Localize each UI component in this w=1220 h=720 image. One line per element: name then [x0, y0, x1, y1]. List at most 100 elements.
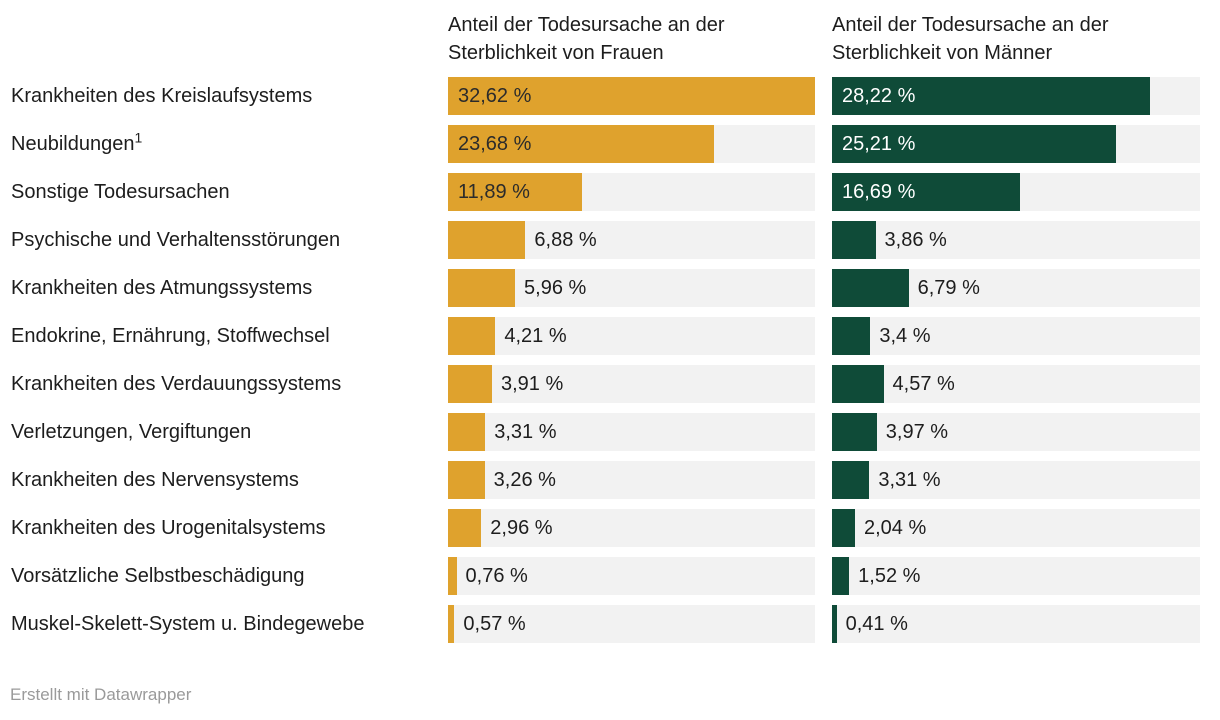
maenner-bar[interactable] — [832, 413, 877, 451]
frauen-bar[interactable] — [448, 77, 815, 115]
frauen-bar[interactable] — [448, 221, 526, 259]
frauen-bar[interactable] — [448, 317, 496, 355]
frauen-column-header: Anteil der Todesursache an der Sterblich… — [448, 14, 725, 64]
frauen-bar[interactable] — [448, 173, 582, 211]
frauen-bar-track: 2,96 % — [448, 509, 815, 547]
frauen-value-label: 32,62 % — [458, 85, 532, 107]
datawrapper-attribution-link[interactable]: Erstellt mit Datawrapper — [10, 685, 192, 704]
category-label-text: Muskel-Skelett-System u. Bindegewebe — [11, 613, 365, 635]
rows: Krankheiten des Kreislaufsystems 32,62 %… — [0, 77, 1200, 653]
maenner-bar[interactable] — [832, 77, 1151, 115]
chart-row: Krankheiten des Atmungssystems 5,96 % 6,… — [0, 269, 1200, 317]
category-label: Verletzungen, Vergiftungen — [0, 413, 448, 461]
frauen-bar-track: 5,96 % — [448, 269, 815, 307]
category-label-text: Neubildungen — [11, 133, 135, 155]
category-label: Endokrine, Ernährung, Stoffwechsel — [0, 317, 448, 365]
maenner-bar-track: 2,04 % — [832, 509, 1200, 547]
category-label: Krankheiten des Nervensystems — [0, 461, 448, 509]
category-footnote-marker: 1 — [134, 129, 143, 146]
category-label: Krankheiten des Atmungssystems — [0, 269, 448, 317]
chart-row: Verletzungen, Vergiftungen 3,31 % 3,97 % — [0, 413, 1200, 461]
maenner-value-label: 3,31 % — [878, 469, 941, 491]
category-label: Sonstige Todesursachen — [0, 173, 448, 221]
frauen-bar-track: 6,88 % — [448, 221, 815, 259]
chart-row: Krankheiten des Kreislaufsystems 32,62 %… — [0, 77, 1200, 125]
frauen-bar-track: 32,62 % — [448, 77, 815, 115]
maenner-bar[interactable] — [832, 365, 884, 403]
chart-row: Krankheiten des Urogenitalsystems 2,96 %… — [0, 509, 1200, 557]
frauen-value-label: 3,26 % — [493, 469, 556, 491]
frauen-bar-track: 4,21 % — [448, 317, 815, 355]
chart-row: Muskel-Skelett-System u. Bindegewebe 0,5… — [0, 605, 1200, 653]
frauen-bar[interactable] — [448, 125, 715, 163]
maenner-bar[interactable] — [832, 173, 1021, 211]
frauen-value-label: 23,68 % — [458, 133, 532, 155]
category-label-text: Krankheiten des Verdauungssystems — [11, 373, 342, 395]
frauen-value-label: 5,96 % — [524, 277, 587, 299]
chart-row: Endokrine, Ernährung, Stoffwechsel 4,21 … — [0, 317, 1200, 365]
category-label: Krankheiten des Urogenitalsystems — [0, 509, 448, 557]
maenner-value-label: 2,04 % — [864, 517, 927, 539]
maenner-bar-track: 28,22 % — [832, 77, 1200, 115]
frauen-bar-track: 3,91 % — [448, 365, 815, 403]
category-label-text: Krankheiten des Atmungssystems — [11, 277, 313, 299]
frauen-bar[interactable] — [448, 605, 455, 643]
maenner-value-label: 28,22 % — [842, 85, 916, 107]
maenner-value-label: 4,57 % — [892, 373, 955, 395]
maenner-value-label: 16,69 % — [842, 181, 916, 203]
maenner-value-label: 3,4 % — [879, 325, 931, 347]
frauen-bar[interactable] — [448, 413, 486, 451]
maenner-bar[interactable] — [832, 269, 909, 307]
frauen-value-label: 2,96 % — [490, 517, 553, 539]
frauen-bar[interactable] — [448, 269, 516, 307]
frauen-value-label: 3,91 % — [500, 373, 564, 395]
frauen-bar[interactable] — [448, 509, 482, 547]
maenner-value-label: 1,52 % — [858, 565, 921, 587]
frauen-value-label: 0,76 % — [465, 565, 528, 587]
category-label: Krankheiten des Kreislaufsystems — [0, 77, 448, 125]
chart-row: Vorsätzliche Selbstbeschädigung 0,76 % 1… — [0, 557, 1200, 605]
maenner-bar[interactable] — [832, 557, 850, 595]
category-label: Muskel-Skelett-System u. Bindegewebe — [0, 605, 448, 653]
maenner-column-header: Anteil der Todesursache an der Sterblich… — [832, 14, 1109, 64]
maenner-value-label: 25,21 % — [842, 133, 916, 155]
frauen-bar[interactable] — [448, 557, 457, 595]
maenner-bar-track: 3,86 % — [832, 221, 1200, 259]
category-label-text: Endokrine, Ernährung, Stoffwechsel — [11, 325, 330, 347]
maenner-bar[interactable] — [832, 221, 876, 259]
maenner-value-label: 0,41 % — [845, 613, 908, 635]
frauen-value-label: 11,89 % — [458, 181, 530, 203]
chart-row: Krankheiten des Nervensystems 3,26 % 3,3… — [0, 461, 1200, 509]
category-label: Neubildungen1 — [0, 125, 448, 173]
maenner-bar[interactable] — [832, 461, 870, 499]
maenner-value-label: 3,86 % — [884, 229, 947, 251]
maenner-bar[interactable] — [832, 509, 855, 547]
frauen-bar-track: 0,57 % — [448, 605, 815, 643]
category-label-text: Psychische und Verhaltensstörungen — [11, 229, 341, 251]
category-label-text: Vorsätzliche Selbstbeschädigung — [11, 565, 305, 587]
maenner-value-label: 6,79 % — [917, 277, 980, 299]
category-label-text: Krankheiten des Kreislaufsystems — [11, 85, 313, 107]
maenner-bar[interactable] — [832, 317, 871, 355]
chart-row: Psychische und Verhaltensstörungen 6,88 … — [0, 221, 1200, 269]
chart-row: Krankheiten des Verdauungssystems 3,91 %… — [0, 365, 1200, 413]
maenner-bar-track: 3,4 % — [832, 317, 1200, 355]
frauen-bar-track: 3,31 % — [448, 413, 815, 451]
maenner-bar[interactable] — [832, 605, 837, 643]
maenner-bar-track: 25,21 % — [832, 125, 1200, 163]
frauen-bar[interactable] — [448, 461, 485, 499]
maenner-bar-track: 4,57 % — [832, 365, 1200, 403]
frauen-bar[interactable] — [448, 365, 492, 403]
maenner-bar[interactable] — [832, 125, 1117, 163]
category-label-text: Sonstige Todesursachen — [11, 181, 230, 203]
column-headers: Anteil der Todesursache an der Sterblich… — [0, 11, 1200, 67]
frauen-value-label: 3,31 % — [494, 421, 557, 443]
chart-row: Neubildungen1 23,68 % 25,21 % — [0, 125, 1200, 173]
frauen-bar-track: 3,26 % — [448, 461, 815, 499]
category-label-text: Krankheiten des Urogenitalsystems — [11, 517, 326, 539]
maenner-bar-track: 6,79 % — [832, 269, 1200, 307]
category-label-text: Krankheiten des Nervensystems — [11, 469, 299, 491]
frauen-bar-track: 23,68 % — [448, 125, 815, 163]
category-label: Psychische und Verhaltensstörungen — [0, 221, 448, 269]
frauen-bar-track: 0,76 % — [448, 557, 815, 595]
